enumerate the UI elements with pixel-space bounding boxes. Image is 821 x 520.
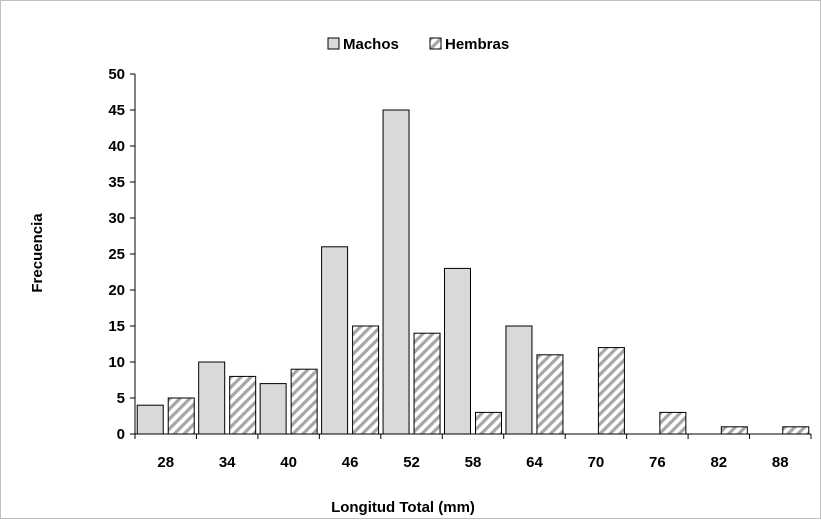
bar-hembras-40	[290, 368, 318, 435]
legend-label: Machos	[343, 36, 399, 53]
bar-machos-64	[505, 325, 533, 435]
legend: Machos Hembras	[327, 36, 509, 53]
y-tick-label: 10	[108, 354, 125, 371]
x-tick-label: 34	[219, 454, 236, 471]
x-tick-label: 64	[526, 454, 543, 471]
x-tick-label: 76	[649, 454, 666, 471]
legend-swatch	[429, 37, 442, 50]
y-tick-label: 30	[108, 210, 125, 227]
y-tick-label: 15	[108, 318, 125, 335]
x-axis: 28 34 40 46 52 58 64 70 76 82 88	[134, 433, 812, 471]
bar-hembras-34	[229, 375, 257, 435]
x-tick-label: 88	[772, 454, 789, 471]
bars	[136, 109, 810, 435]
legend-swatch	[327, 37, 340, 50]
legend-label: Hembras	[445, 36, 509, 53]
y-tick-label: 50	[108, 66, 125, 83]
bar-machos-52	[382, 109, 410, 435]
bar-machos-46	[321, 246, 349, 435]
bar-hembras-64	[536, 354, 564, 435]
y-tick-label: 45	[108, 102, 125, 119]
x-tick-label: 70	[588, 454, 605, 471]
y-tick-label: 35	[108, 174, 125, 191]
x-axis-label: Longitud Total (mm)	[331, 499, 475, 516]
x-tick-label: 52	[403, 454, 420, 471]
x-tick-label: 40	[280, 454, 297, 471]
x-tick-label: 58	[465, 454, 482, 471]
y-axis: 0 5 10 15 20 25 30 35 40 45 50	[108, 66, 136, 443]
bar-hembras-70	[597, 347, 625, 435]
bar-hembras-76	[659, 411, 687, 435]
y-tick-label: 0	[117, 426, 125, 443]
y-tick-label: 25	[108, 246, 125, 263]
x-tick-label: 46	[342, 454, 359, 471]
bar-machos-40	[259, 383, 287, 435]
y-axis-label: Frecuencia	[29, 213, 46, 293]
bar-hembras-28	[167, 397, 195, 435]
bar-machos-34	[198, 361, 226, 435]
bar-hembras-52	[413, 332, 441, 435]
x-tick-label: 28	[157, 454, 174, 471]
bar-machos-58	[444, 267, 471, 435]
bar-hembras-88	[782, 426, 810, 435]
bar-hembras-46	[352, 325, 380, 435]
y-tick-label: 40	[108, 138, 125, 155]
y-tick-label: 20	[108, 282, 125, 299]
bar-hembras-82	[720, 426, 748, 435]
y-tick-label: 5	[117, 390, 125, 407]
bar-hembras-58	[475, 411, 502, 435]
bar-machos-28	[136, 404, 164, 435]
x-tick-label: 82	[710, 454, 727, 471]
